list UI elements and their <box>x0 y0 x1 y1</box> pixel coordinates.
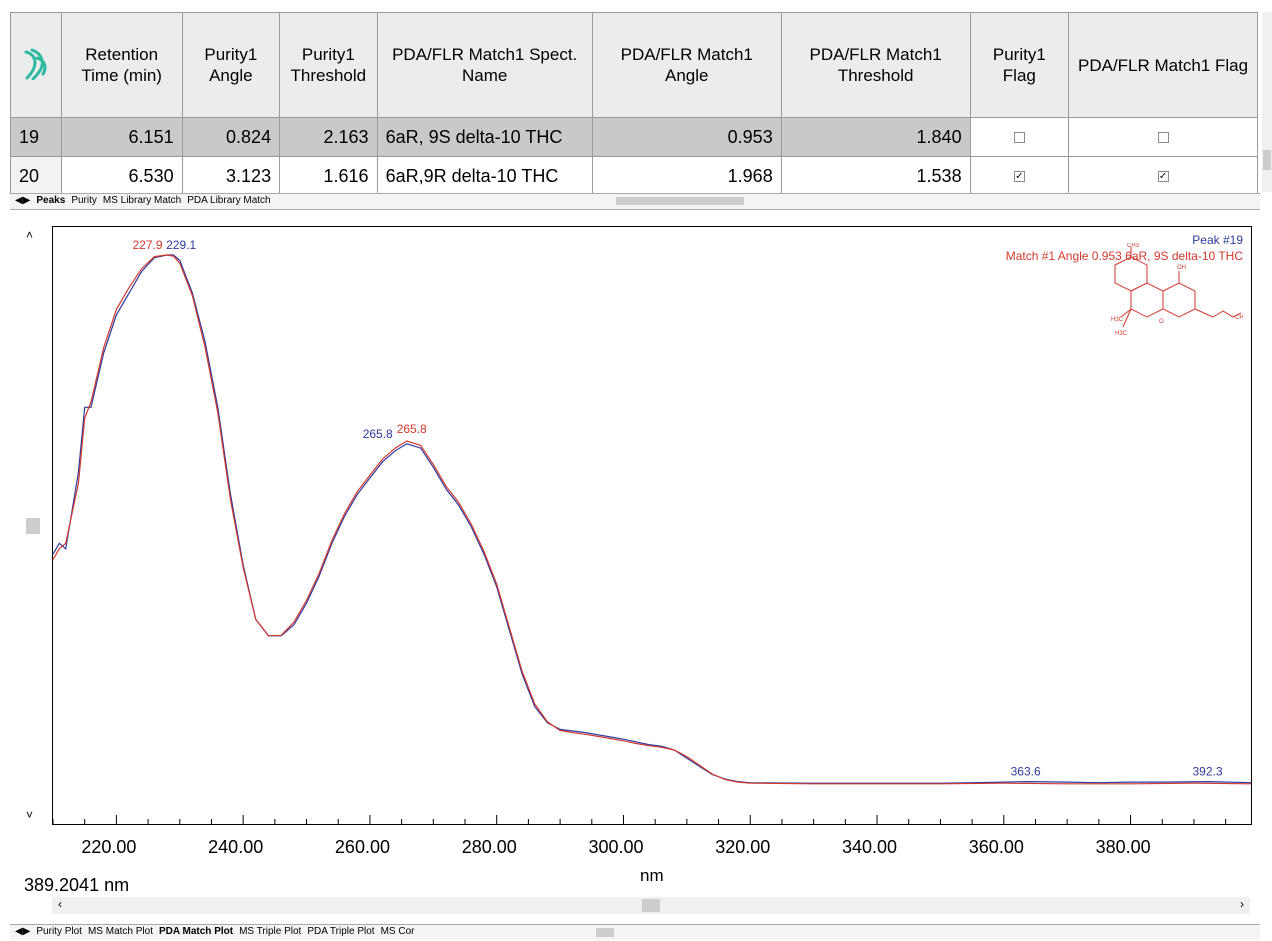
row-number[interactable]: 19 <box>10 117 62 157</box>
x-tick-label: 240.00 <box>208 837 264 857</box>
x-tick-label: 220.00 <box>81 837 137 857</box>
tab-pda-library-match[interactable]: PDA Library Match <box>187 195 271 206</box>
cell-purity-threshold[interactable]: 1.616 <box>279 156 378 196</box>
plot-hscroll-left-icon[interactable]: ‹ <box>58 897 62 911</box>
plot-area[interactable]: 227.9 229.1 265.8 265.8 363.6 392.3 Peak #19 … <box>52 226 1252 825</box>
plot-hscroll-thumb[interactable] <box>642 899 660 912</box>
svg-text:CH3: CH3 <box>1127 243 1140 249</box>
cell-retention-time[interactable]: 6.151 <box>60 117 183 157</box>
top-tab-strip: ◀▶ Peaks Purity MS Library Match PDA Library… <box>10 193 1260 210</box>
waters-logo-icon <box>24 48 47 80</box>
tab-ms-match-plot[interactable]: MS Match Plot <box>87 926 153 937</box>
bottom-tab-strip: ◀▶ Purity Plot MS Match Plot PDA Match Plot… <box>10 924 1260 940</box>
cell-retention-time[interactable]: 6.530 <box>60 156 183 196</box>
peak-label: 392.3 <box>1193 765 1223 779</box>
x-tick-label: 320.00 <box>715 837 771 857</box>
spectrum-chart[interactable]: 227.9 229.1 265.8 265.8 363.6 392.3 <box>52 227 1252 824</box>
plot-vscroll-down-icon[interactable]: ˅ <box>26 808 34 822</box>
cell-purity-angle[interactable]: 0.824 <box>181 117 281 157</box>
tab-peaks[interactable]: Peaks <box>36 195 66 206</box>
row-number[interactable]: 20 <box>10 156 62 196</box>
cell-match-angle[interactable]: 0.953 <box>591 117 782 157</box>
match-flag-checkbox[interactable]: ✓ <box>1157 171 1169 183</box>
x-tick-label: 300.00 <box>588 837 644 857</box>
chemical-structure-image: CH3 OH H3C H3C CH3 O <box>1111 243 1243 337</box>
table-vscrollbar[interactable] <box>1262 12 1272 192</box>
tab-pda-triple-plot[interactable]: PDA Triple Plot <box>307 926 375 937</box>
x-tick-label: 340.00 <box>842 837 898 857</box>
x-tick-label: 380.00 <box>1095 837 1151 857</box>
svg-text:H3C: H3C <box>1111 317 1124 323</box>
plot-vscroll-up-icon[interactable]: ˄ <box>26 228 34 242</box>
legend-peak: Peak #19 <box>1192 233 1243 247</box>
col-header-retention-time[interactable]: Retention Time (min) <box>60 12 183 118</box>
series-line-match <box>52 254 1252 785</box>
col-header-purity-threshold[interactable]: Purity1 Threshold <box>279 12 378 118</box>
cell-purity-angle[interactable]: 3.123 <box>181 156 281 196</box>
col-header-purity-angle[interactable]: Purity1 Angle <box>181 12 281 118</box>
tab-ms-library-match[interactable]: MS Library Match <box>102 195 182 206</box>
col-header-spect-name[interactable]: PDA/FLR Match1 Spect. Name <box>376 12 593 118</box>
plot-vscroll-thumb[interactable] <box>26 518 40 534</box>
cell-match-flag[interactable]: ✓ <box>1068 156 1258 196</box>
col-header-match-angle[interactable]: PDA/FLR Match1 Angle <box>591 12 782 118</box>
table-row[interactable]: 20 6.530 3.123 1.616 6aR,9R delta-10 THC… <box>10 156 1258 196</box>
top-hscroll-thumb[interactable] <box>616 197 744 205</box>
tab-purity[interactable]: Purity <box>71 195 97 206</box>
table-row[interactable]: 19 6.151 0.824 2.163 6aR, 9S delta-10 TH… <box>10 117 1258 157</box>
match-flag-checkbox[interactable] <box>1157 132 1169 144</box>
table-header-row: Retention Time (min) Purity1 Angle Purit… <box>10 12 1258 118</box>
cell-spect-name[interactable]: 6aR,9R delta-10 THC <box>376 156 593 196</box>
tab-pda-match-plot[interactable]: PDA Match Plot <box>159 926 234 937</box>
peak-label: 227.9 <box>133 238 163 252</box>
cursor-readout: 389.2041 nm <box>24 875 130 895</box>
peak-label: 265.8 <box>363 427 393 441</box>
cell-match-threshold[interactable]: 1.538 <box>780 156 971 196</box>
cell-match-threshold[interactable]: 1.840 <box>780 117 971 157</box>
purity-flag-checkbox[interactable]: ✓ <box>1013 171 1025 183</box>
peak-label: 363.6 <box>1011 765 1041 779</box>
peak-table: Retention Time (min) Purity1 Angle Purit… <box>10 12 1258 196</box>
svg-text:H3C: H3C <box>1115 331 1128 337</box>
cell-purity-flag[interactable]: ✓ <box>969 156 1070 196</box>
svg-text:CH3: CH3 <box>1235 315 1243 321</box>
tab-scroll-icon[interactable]: ◀▶ <box>15 926 31 937</box>
plot-hscrollbar[interactable]: ‹ › <box>52 897 1250 914</box>
legend-match: Match #1 Angle 0.953 6aR, 9S delta-10 TH… <box>1005 249 1243 263</box>
top-tabs-hscroll-track[interactable] <box>586 196 1246 206</box>
col-header-match-threshold[interactable]: PDA/FLR Match1 Threshold <box>780 12 971 118</box>
purity-flag-checkbox[interactable] <box>1013 132 1025 144</box>
bottom-hscroll-thumb[interactable] <box>596 928 614 937</box>
tab-ms-triple-plot[interactable]: MS Triple Plot <box>239 926 302 937</box>
series-line-peak <box>52 254 1252 784</box>
table-corner[interactable] <box>10 12 62 118</box>
cell-spect-name[interactable]: 6aR, 9S delta-10 THC <box>376 117 593 157</box>
cell-match-flag[interactable] <box>1068 117 1258 157</box>
plot-hscroll-right-icon[interactable]: › <box>1240 897 1244 911</box>
cell-purity-flag[interactable] <box>969 117 1070 157</box>
cell-match-angle[interactable]: 1.968 <box>591 156 782 196</box>
cell-purity-threshold[interactable]: 2.163 <box>279 117 378 157</box>
table-vscroll-thumb[interactable] <box>1263 150 1271 170</box>
col-header-purity-flag[interactable]: Purity1 Flag <box>969 12 1070 118</box>
svg-text:OH: OH <box>1177 265 1186 271</box>
tab-ms-cor[interactable]: MS Cor <box>380 926 415 937</box>
col-header-match-flag[interactable]: PDA/FLR Match1 Flag <box>1068 12 1258 118</box>
svg-text:O: O <box>1159 319 1164 325</box>
peak-label: 265.8 <box>397 422 427 436</box>
x-tick-label: 280.00 <box>461 837 517 857</box>
x-axis-label: nm <box>640 866 664 885</box>
tab-purity-plot[interactable]: Purity Plot <box>36 926 82 937</box>
tab-scroll-first-icon[interactable]: ◀▶ <box>15 195 31 206</box>
x-tick-label: 360.00 <box>968 837 1024 857</box>
x-tick-label: 260.00 <box>334 837 390 857</box>
peak-label: 229.1 <box>166 238 196 252</box>
